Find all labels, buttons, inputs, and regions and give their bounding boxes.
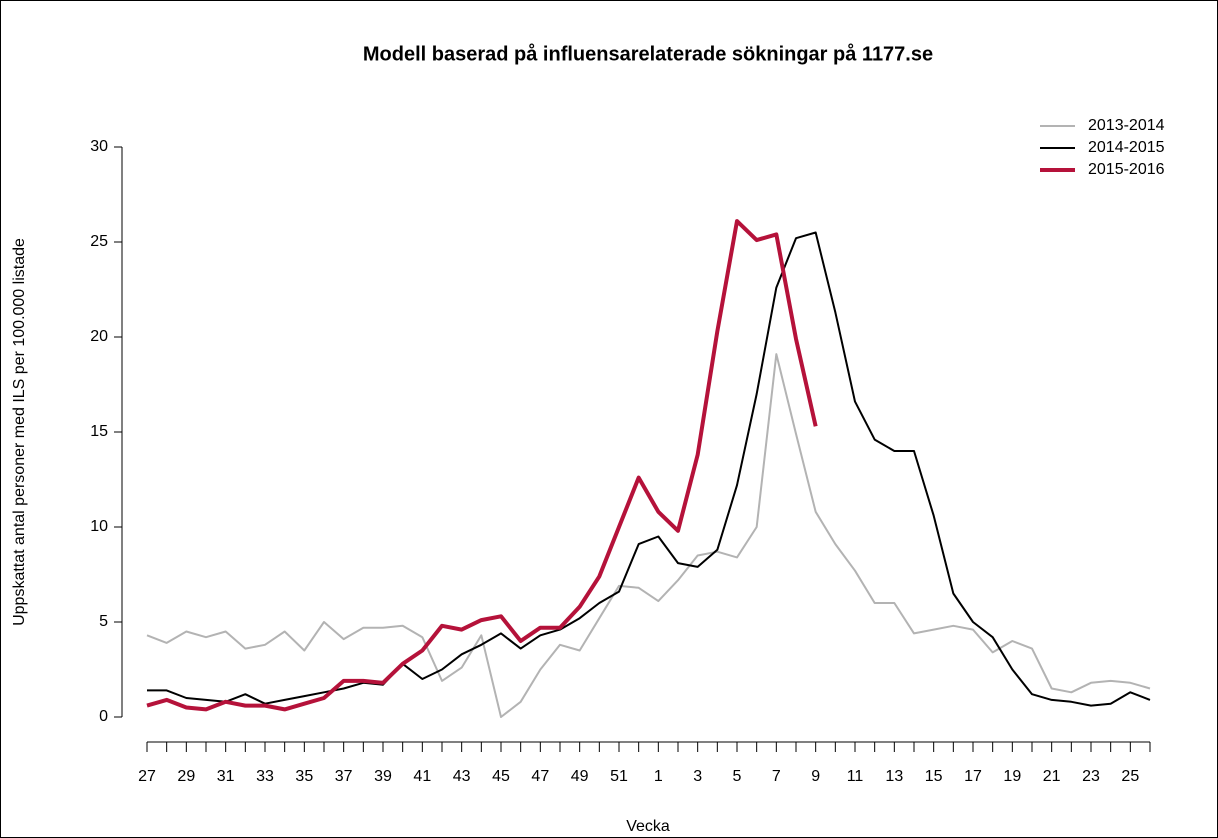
- legend-label: 2015-2016: [1088, 161, 1165, 178]
- x-tick-label: 35: [295, 768, 313, 785]
- y-tick-label: 30: [90, 138, 108, 155]
- series-line: [146, 219, 818, 712]
- x-tick-label: 39: [374, 768, 392, 785]
- x-tick-label: 29: [177, 768, 195, 785]
- x-tick-label: 23: [1082, 768, 1100, 785]
- x-tick-label: 31: [217, 768, 235, 785]
- x-axis-label: Vecka: [626, 818, 670, 835]
- x-tick-label: 37: [335, 768, 353, 785]
- y-tick-label: 0: [99, 708, 108, 725]
- x-tick-label: 17: [964, 768, 982, 785]
- x-tick-label: 21: [1043, 768, 1061, 785]
- chart-title: Modell baserad på influensarelaterade sö…: [363, 42, 933, 65]
- y-tick-label: 5: [99, 613, 108, 630]
- series-line: [147, 231, 1151, 707]
- x-tick-label: 5: [733, 768, 742, 785]
- x-tick-label: 47: [531, 768, 549, 785]
- x-tick-label: 43: [453, 768, 471, 785]
- x-tick-label: 15: [925, 768, 943, 785]
- x-tick-label: 1: [654, 768, 663, 785]
- legend-label: 2013-2014: [1088, 117, 1165, 134]
- y-tick-label: 25: [90, 233, 108, 250]
- x-tick-label: 27: [138, 768, 156, 785]
- y-tick-label: 15: [90, 423, 108, 440]
- series-line: [146, 353, 1151, 718]
- x-tick-label: 33: [256, 768, 274, 785]
- x-tick-label: 7: [772, 768, 781, 785]
- x-tick-label: 9: [811, 768, 820, 785]
- legend-label: 2014-2015: [1088, 139, 1165, 156]
- x-tick-label: 41: [413, 768, 431, 785]
- x-tick-label: 49: [571, 768, 589, 785]
- x-tick-label: 25: [1121, 768, 1139, 785]
- y-tick-label: 10: [90, 518, 108, 535]
- x-tick-label: 45: [492, 768, 510, 785]
- x-tick-label: 11: [847, 768, 864, 785]
- x-tick-label: 19: [1003, 768, 1021, 785]
- x-tick-label: 51: [610, 768, 628, 785]
- x-tick-label: 13: [885, 768, 903, 785]
- x-tick-label: 3: [693, 768, 702, 785]
- y-tick-label: 20: [90, 328, 108, 345]
- y-axis-label: Uppskattat antal personer med ILS per 10…: [11, 238, 28, 626]
